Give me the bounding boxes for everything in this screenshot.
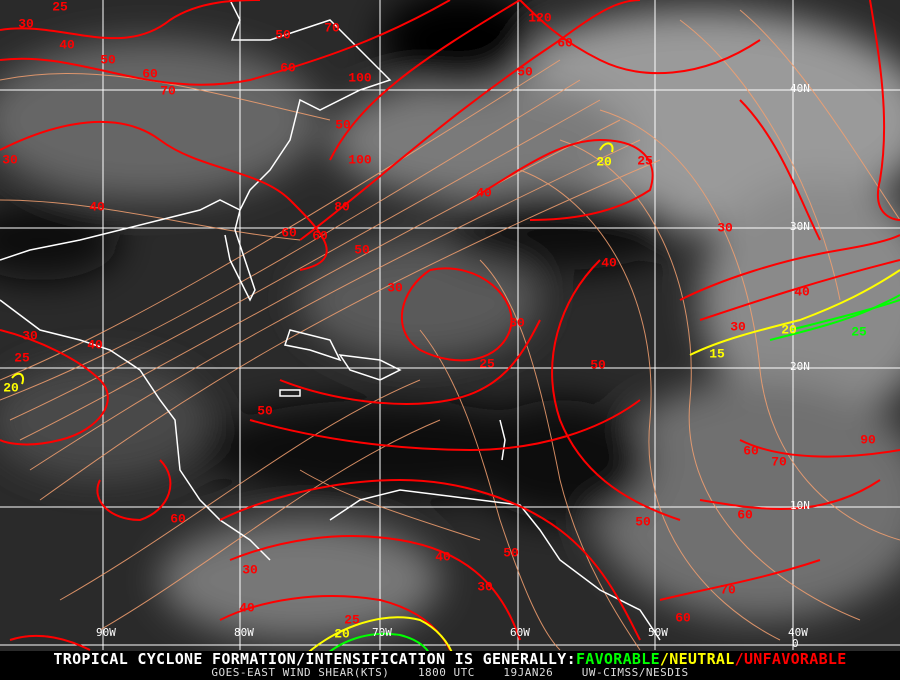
lat-label: 0 xyxy=(792,637,799,650)
contour-label-red: 25 xyxy=(14,350,30,366)
contour-label-red: 60 xyxy=(557,35,573,51)
contour-label-red: 30 xyxy=(717,220,733,236)
lat-label: 20N xyxy=(790,360,810,373)
contour-label-red: 30 xyxy=(18,16,34,32)
contour-label-yellow: 20 xyxy=(596,154,612,170)
contour-label-red: 40 xyxy=(87,337,103,353)
contour-label-red: 80 xyxy=(334,199,350,215)
contour-label-red: 70 xyxy=(720,582,736,598)
contour-label-red: 30 xyxy=(2,152,18,168)
contour-label-red: 60 xyxy=(170,511,186,527)
product-name: GOES-EAST WIND SHEAR(KTS) xyxy=(211,666,390,679)
valid-date: 19JAN26 xyxy=(503,666,554,679)
contour-label-red: 40 xyxy=(435,549,451,565)
contour-label-red: 100 xyxy=(348,70,372,86)
contour-label-red: 25 xyxy=(52,0,68,15)
contour-label-yellow: 20 xyxy=(3,380,19,396)
contour-label-yellow: 20 xyxy=(781,322,797,338)
contour-label-red: 40 xyxy=(794,284,810,300)
valid-time: 1800 UTC xyxy=(417,666,475,679)
source: UW-CIMSS/NESDIS xyxy=(581,666,689,679)
contour-label-yellow: 20 xyxy=(334,626,350,642)
contour-label-red: 50 xyxy=(335,117,351,133)
contour-label-red: 25 xyxy=(637,153,653,169)
lat-lon-grid xyxy=(0,0,900,650)
contour-label-red: 25 xyxy=(479,356,495,372)
contour-label-red: 30 xyxy=(22,328,38,344)
contour-label-red: 40 xyxy=(601,255,617,271)
favorability-legend: TROPICAL CYCLONE FORMATION/INTENSIFICATI… xyxy=(0,651,900,667)
contour-label-red: 30 xyxy=(730,319,746,335)
contour-label-red: 40 xyxy=(59,37,75,53)
lon-label: 40W xyxy=(788,626,808,639)
contour-label-red: 30 xyxy=(509,315,525,331)
contour-label-red: 60 xyxy=(743,443,759,459)
lat-label: 40N xyxy=(790,82,810,95)
lon-label: 60W xyxy=(510,626,530,639)
lon-label: 80W xyxy=(234,626,254,639)
contour-label-red: 50 xyxy=(257,403,273,419)
contour-label-red: 40 xyxy=(89,199,105,215)
legend-sep: / xyxy=(659,650,670,668)
lat-label: 10N xyxy=(790,499,810,512)
contour-label-red: 50 xyxy=(503,545,519,561)
contour-label-red: 70 xyxy=(160,83,176,99)
shear-contours-unfavorable xyxy=(0,0,900,651)
legend-neutral: NEUTRAL xyxy=(669,650,735,668)
legend-sep: / xyxy=(734,650,744,668)
contour-label-red: 70 xyxy=(324,20,340,36)
lon-label: 90W xyxy=(96,626,116,639)
contour-label-red: 50 xyxy=(590,357,606,373)
contour-label-red: 50 xyxy=(275,27,291,43)
streamlines xyxy=(0,9,900,651)
legend-favorable: FAVORABLE xyxy=(575,650,660,668)
lat-label: 30N xyxy=(790,220,810,233)
contour-label-red: 60 xyxy=(312,228,328,244)
contour-label-red: 70 xyxy=(771,454,787,470)
shear-contours-neutral-favorable xyxy=(11,142,900,661)
contour-label-red: 40 xyxy=(239,600,255,616)
contour-label-red: 50 xyxy=(100,52,116,68)
contour-label-red: 60 xyxy=(675,610,691,626)
legend-unfavorable: UNFAVORABLE xyxy=(743,650,847,668)
legend-prefix: TROPICAL CYCLONE FORMATION/INTENSIFICATI… xyxy=(53,650,576,668)
contour-label-red: 25 xyxy=(344,612,360,628)
contour-label-red: 120 xyxy=(528,10,552,26)
legend-banner: TROPICAL CYCLONE FORMATION/INTENSIFICATI… xyxy=(0,651,900,680)
contour-label-red: 60 xyxy=(281,225,297,241)
coastlines xyxy=(0,0,661,641)
contour-label-red: 50 xyxy=(354,242,370,258)
lon-label: 50W xyxy=(648,626,668,639)
contour-label-red: 60 xyxy=(142,66,158,82)
contour-label-red: 50 xyxy=(517,64,533,80)
contour-label-red: 60 xyxy=(737,507,753,523)
contour-label-red: 50 xyxy=(635,514,651,530)
contour-label-red: 30 xyxy=(387,280,403,296)
contour-label-red: 30 xyxy=(242,562,258,578)
lon-label: 70W xyxy=(372,626,392,639)
contour-label-red: 30 xyxy=(477,579,493,595)
contour-label-red: 90 xyxy=(860,432,876,448)
product-info: GOES-EAST WIND SHEAR(KTS) 1800 UTC 19JAN… xyxy=(0,667,900,679)
contour-label-green: 25 xyxy=(851,324,867,340)
contour-label-yellow: 15 xyxy=(709,346,725,362)
contour-label-red: 60 xyxy=(280,60,296,76)
contour-label-red: 100 xyxy=(348,152,372,168)
contour-label-red: 40 xyxy=(476,185,492,201)
